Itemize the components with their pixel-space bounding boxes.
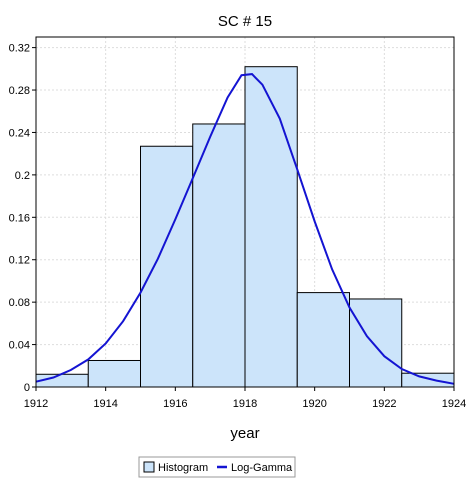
y-tick-label: 0.12 bbox=[9, 255, 30, 267]
legend: Histogram Log-Gamma bbox=[138, 456, 296, 478]
chart-title: SC # 15 bbox=[218, 13, 272, 30]
x-tick-label: 1914 bbox=[93, 398, 117, 410]
legend-histogram-label: Histogram bbox=[158, 462, 208, 474]
curve-layer bbox=[35, 73, 455, 385]
histogram-bar bbox=[401, 372, 455, 388]
y-tick-label: 0.16 bbox=[9, 212, 30, 224]
x-tick-label: 1924 bbox=[442, 398, 466, 410]
bars-layer bbox=[35, 66, 455, 388]
x-axis-label: year bbox=[230, 425, 259, 442]
y-tick-label: 0.04 bbox=[9, 340, 30, 352]
histogram-bar bbox=[349, 298, 403, 388]
y-tick-label: 0.08 bbox=[9, 297, 30, 309]
x-axis: 1912 1914 1916 1918 1920 1922 1924 bbox=[24, 387, 466, 410]
x-tick-label: 1918 bbox=[233, 398, 257, 410]
legend-histogram-swatch bbox=[143, 461, 155, 473]
y-tick-label: 0.2 bbox=[15, 170, 30, 182]
histogram-bar bbox=[296, 292, 350, 388]
histogram-bar bbox=[87, 359, 141, 388]
x-tick-label: 1922 bbox=[372, 398, 396, 410]
y-tick-label: 0 bbox=[24, 382, 30, 394]
log-gamma-curve bbox=[35, 73, 455, 385]
x-tick-label: 1920 bbox=[302, 398, 326, 410]
histogram-bar bbox=[244, 66, 298, 388]
x-tick-label: 1912 bbox=[24, 398, 48, 410]
y-tick-label: 0.32 bbox=[9, 43, 30, 55]
y-tick-label: 0.28 bbox=[9, 85, 30, 97]
histogram-bar bbox=[140, 145, 194, 388]
legend-log-gamma-label: Log-Gamma bbox=[231, 462, 293, 474]
y-axis: 0 0.04 0.08 0.12 0.16 0.2 0.24 0.28 0.32 bbox=[9, 43, 36, 394]
y-tick-label: 0.24 bbox=[9, 127, 30, 139]
x-tick-label: 1916 bbox=[163, 398, 187, 410]
histogram-bar bbox=[192, 123, 246, 388]
